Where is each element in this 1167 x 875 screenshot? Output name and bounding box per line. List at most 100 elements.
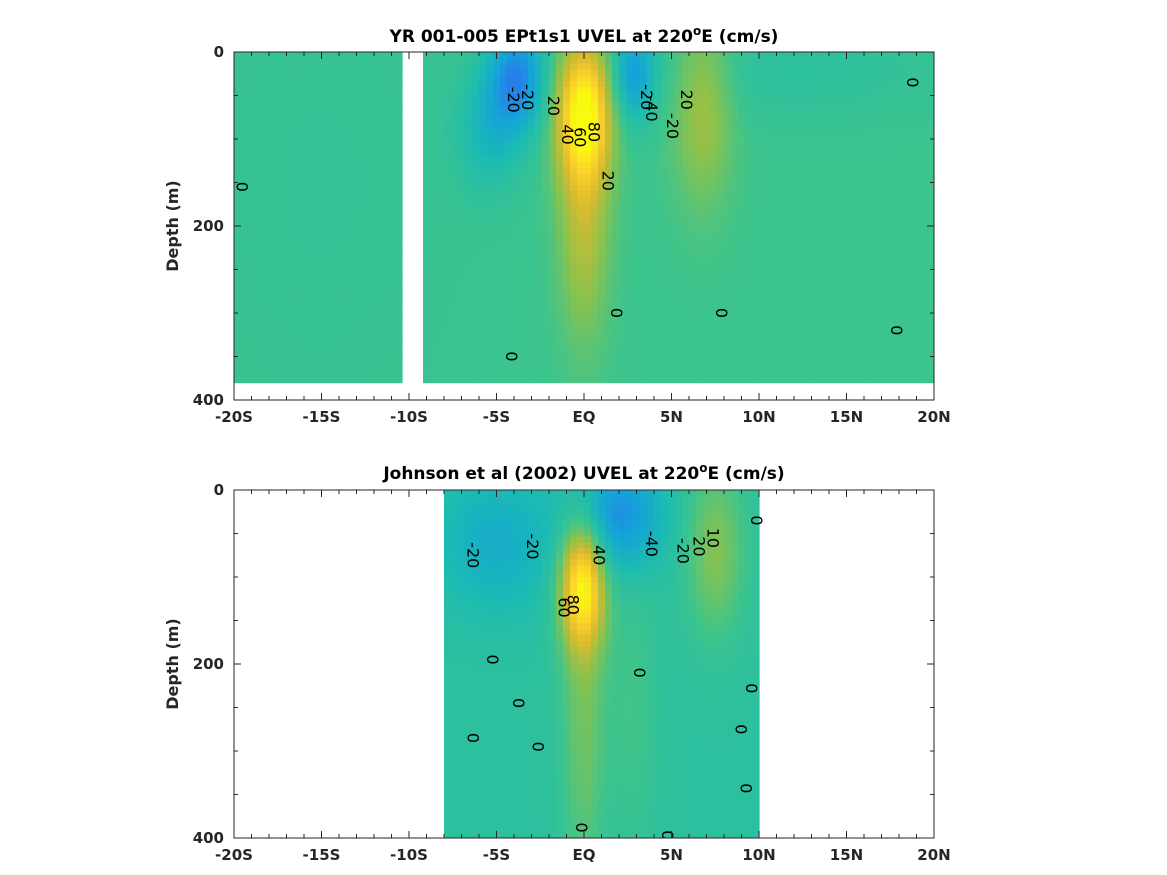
heatmap-cell [395, 214, 403, 221]
heatmap-cell [346, 156, 354, 163]
heatmap-cell [507, 237, 515, 244]
heatmap-cell [654, 52, 662, 59]
heatmap-cell [801, 52, 809, 59]
heatmap-cell [241, 318, 249, 326]
heatmap-cell [374, 214, 382, 221]
heatmap-cell [633, 156, 641, 163]
heatmap-cell [290, 121, 298, 128]
heatmap-cell [787, 220, 795, 227]
heatmap-cell [318, 371, 326, 378]
heatmap-cell [563, 173, 571, 181]
heatmap-cell [493, 191, 501, 198]
heatmap-cell [332, 202, 340, 210]
heatmap-cell [248, 371, 256, 378]
heatmap-cell [857, 179, 865, 186]
heatmap-cell [528, 63, 536, 70]
heatmap-cell [619, 92, 627, 99]
heatmap-cell [626, 139, 634, 146]
heatmap-cell [843, 185, 851, 192]
heatmap-cell [626, 57, 634, 65]
heatmap-cell [752, 278, 760, 285]
heatmap-cell [710, 133, 718, 140]
heatmap-cell [479, 150, 487, 157]
heatmap-cell [619, 353, 627, 360]
heatmap-cell [283, 168, 291, 175]
heatmap-cell [619, 86, 627, 94]
heatmap-cell [451, 313, 459, 320]
heatmap-cell [808, 260, 816, 268]
heatmap-cell [752, 86, 760, 94]
heatmap-cell [815, 307, 823, 314]
heatmap-cell [507, 127, 515, 134]
heatmap-cell [318, 115, 326, 123]
heatmap-cell [619, 220, 627, 227]
heatmap-cell [822, 144, 830, 152]
heatmap-cell [759, 278, 767, 285]
heatmap-cell [843, 179, 851, 186]
heatmap-cell [745, 168, 753, 175]
heatmap-cell [745, 313, 753, 320]
heatmap-cell [563, 318, 571, 326]
heatmap-cell [822, 237, 830, 244]
heatmap-cell [339, 57, 347, 65]
heatmap-cell [297, 330, 305, 337]
heatmap-cell [367, 98, 375, 105]
heatmap-cell [269, 86, 277, 94]
heatmap-cell [703, 284, 711, 291]
heatmap-cell [269, 133, 277, 140]
heatmap-cell [696, 168, 704, 175]
heatmap-cell [332, 98, 340, 105]
heatmap-cell [850, 110, 858, 117]
heatmap-cell [563, 231, 571, 239]
heatmap-cell [241, 260, 249, 268]
heatmap-cell [381, 376, 389, 384]
heatmap-cell [675, 57, 683, 65]
heatmap-cell [297, 318, 305, 326]
heatmap-cell [465, 255, 473, 262]
heatmap-cell [479, 301, 487, 308]
heatmap-cell [675, 75, 683, 82]
heatmap-cell [689, 127, 697, 134]
heatmap-cell [598, 214, 606, 221]
heatmap-cell [857, 289, 865, 297]
heatmap-cell [738, 359, 746, 366]
heatmap-cell [283, 278, 291, 285]
heatmap-cell [549, 371, 557, 378]
heatmap-cell [493, 220, 501, 227]
heatmap-cell [787, 121, 795, 128]
heatmap-cell [710, 156, 718, 163]
heatmap-cell [682, 52, 690, 59]
heatmap-cell [850, 86, 858, 94]
heatmap-cell [710, 260, 718, 268]
heatmap-cell [612, 313, 620, 320]
heatmap-cell [570, 260, 578, 268]
heatmap-cell [808, 272, 816, 279]
heatmap-cell [584, 272, 592, 279]
heatmap-cell [493, 365, 501, 372]
heatmap-cell [822, 121, 830, 128]
heatmap-cell [318, 104, 326, 111]
heatmap-cell [262, 202, 270, 210]
heatmap-cell [549, 376, 557, 384]
heatmap-cell [374, 197, 382, 204]
heatmap-cell [556, 243, 564, 250]
heatmap-cell [500, 237, 508, 244]
heatmap-cell [738, 57, 746, 65]
heatmap-cell [269, 278, 277, 285]
heatmap-cell [675, 69, 683, 76]
heatmap-cell [479, 318, 487, 326]
heatmap-cell [696, 121, 704, 128]
heatmap-cell [437, 313, 445, 320]
heatmap-cell [269, 260, 277, 268]
heatmap-cell [794, 295, 802, 302]
heatmap-cell [500, 284, 508, 291]
heatmap-cell [248, 266, 256, 273]
heatmap-cell [353, 104, 361, 111]
heatmap-cell [675, 139, 683, 146]
heatmap-cell [654, 92, 662, 99]
heatmap-cell [444, 347, 452, 355]
heatmap-cell [612, 75, 620, 82]
heatmap-cell [360, 266, 368, 273]
heatmap-cell [626, 173, 634, 181]
heatmap-cell [528, 301, 536, 308]
